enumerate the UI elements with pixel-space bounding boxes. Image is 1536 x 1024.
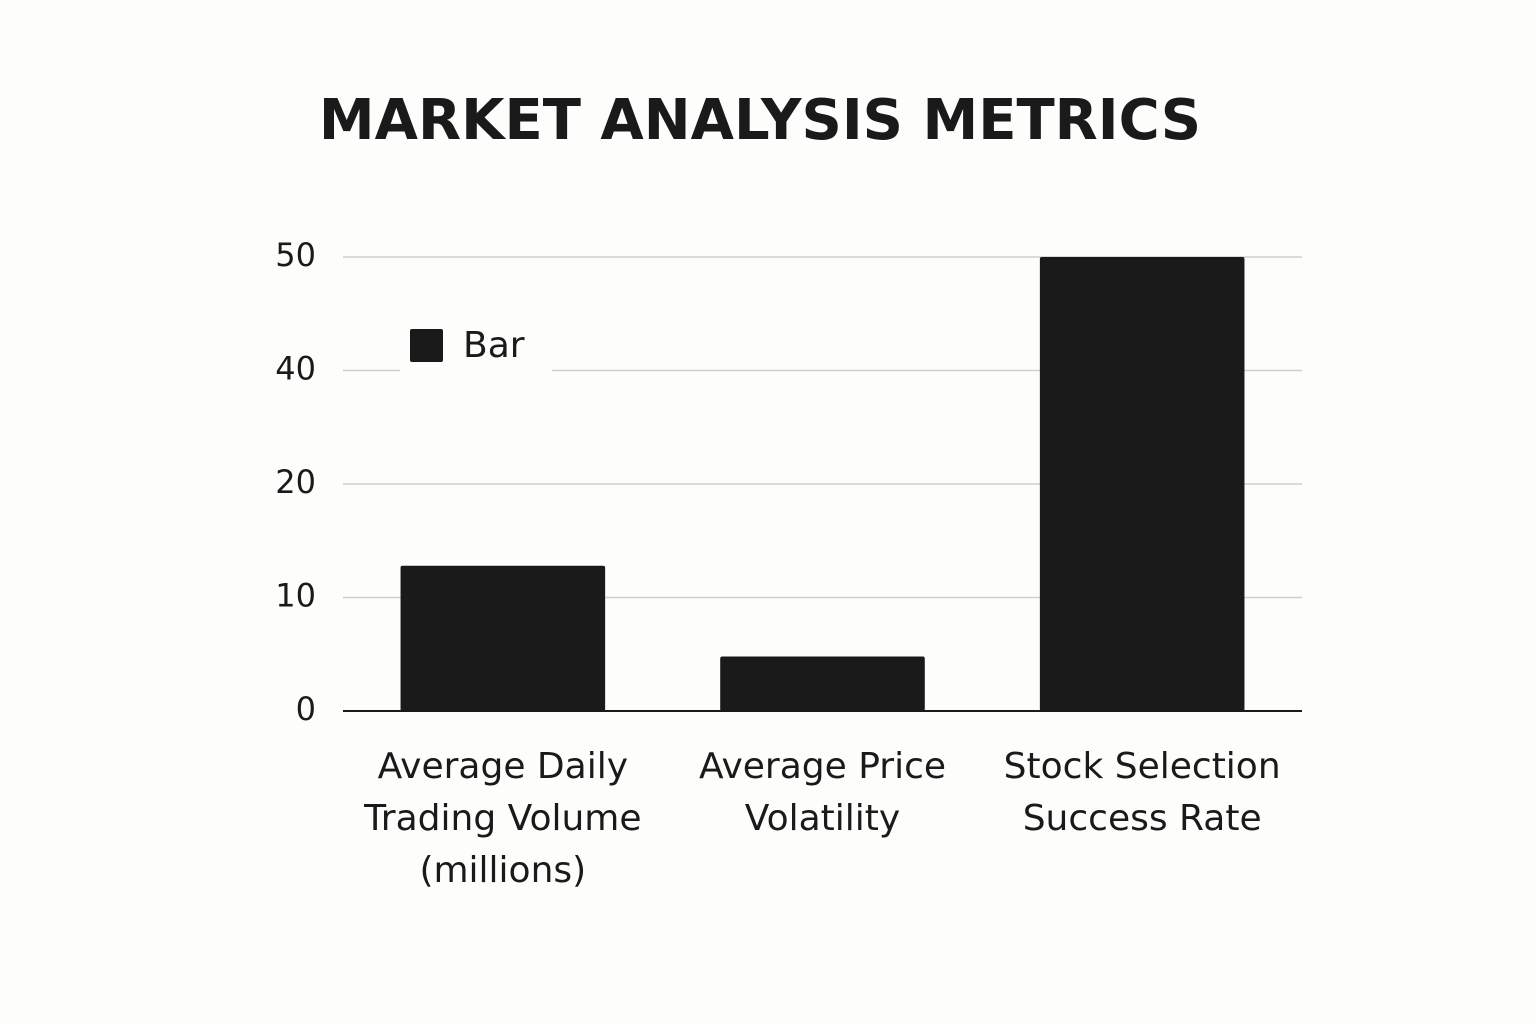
legend-swatch: [410, 329, 443, 362]
y-tick-label: 40: [275, 350, 316, 388]
y-tick-label: 10: [275, 577, 316, 615]
bar: [400, 565, 606, 711]
y-tick-label: 0: [296, 690, 316, 728]
x-tick-label: Average Price Volatility: [699, 746, 946, 839]
chart-title: MARKET ANALYSIS METRICS: [319, 88, 1201, 153]
legend: Bar: [400, 320, 552, 372]
y-tick-label: 50: [275, 236, 316, 274]
bar: [1039, 257, 1245, 711]
legend-label: Bar: [463, 325, 525, 366]
y-tick-label: 20: [275, 463, 316, 501]
bar: [720, 656, 925, 711]
x-tick-label: Average Daily Trading Volume (millions): [363, 746, 641, 891]
x-tick-label: Stock Selection Success Rate: [1004, 746, 1281, 839]
